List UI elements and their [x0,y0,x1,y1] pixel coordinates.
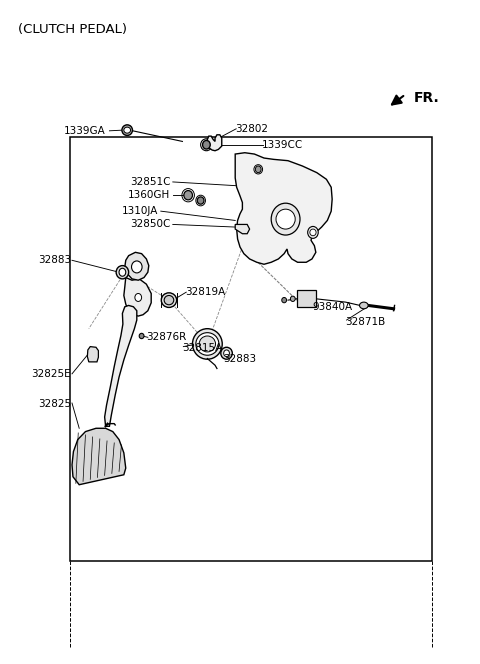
Text: 32850C: 32850C [130,219,170,230]
Polygon shape [87,347,98,362]
Polygon shape [124,278,151,316]
Text: 32883: 32883 [223,353,256,364]
Text: 32883: 32883 [38,255,71,266]
Ellipse shape [184,191,192,200]
Text: 1310JA: 1310JA [122,206,158,216]
Text: 32851C: 32851C [130,177,170,187]
Ellipse shape [221,347,232,359]
Text: 32815A: 32815A [182,343,223,353]
Ellipse shape [122,125,132,135]
Ellipse shape [276,209,295,229]
Ellipse shape [132,261,142,273]
Ellipse shape [192,329,222,359]
Text: 32871B: 32871B [346,317,386,327]
Ellipse shape [308,226,318,238]
Ellipse shape [116,266,129,279]
Ellipse shape [224,350,229,357]
Polygon shape [105,305,137,426]
Polygon shape [72,428,126,485]
Text: 1339CC: 1339CC [262,139,303,150]
Ellipse shape [161,293,177,307]
Text: 1339GA: 1339GA [64,125,106,136]
Ellipse shape [196,333,219,355]
Ellipse shape [124,127,131,133]
Ellipse shape [164,295,174,305]
Ellipse shape [135,293,142,301]
Ellipse shape [310,229,316,236]
Text: 32876R: 32876R [146,332,187,343]
Ellipse shape [203,140,210,149]
Ellipse shape [271,203,300,235]
Polygon shape [207,135,222,151]
Polygon shape [235,224,250,234]
Polygon shape [125,252,149,280]
Ellipse shape [282,297,287,303]
Polygon shape [235,153,332,264]
Text: 32819A: 32819A [185,287,225,297]
Text: 1360GH: 1360GH [128,190,170,201]
Text: 32825E: 32825E [31,369,71,379]
Ellipse shape [197,197,204,205]
Ellipse shape [139,333,144,339]
Ellipse shape [255,166,261,173]
Ellipse shape [360,302,368,309]
FancyBboxPatch shape [297,290,316,307]
Text: 93840A: 93840A [312,301,352,312]
Text: FR.: FR. [414,90,440,105]
Ellipse shape [290,296,295,301]
Text: (CLUTCH PEDAL): (CLUTCH PEDAL) [18,23,127,37]
Ellipse shape [199,336,216,352]
Text: 32802: 32802 [235,124,268,134]
Text: 32825: 32825 [38,398,71,409]
Ellipse shape [119,268,126,276]
